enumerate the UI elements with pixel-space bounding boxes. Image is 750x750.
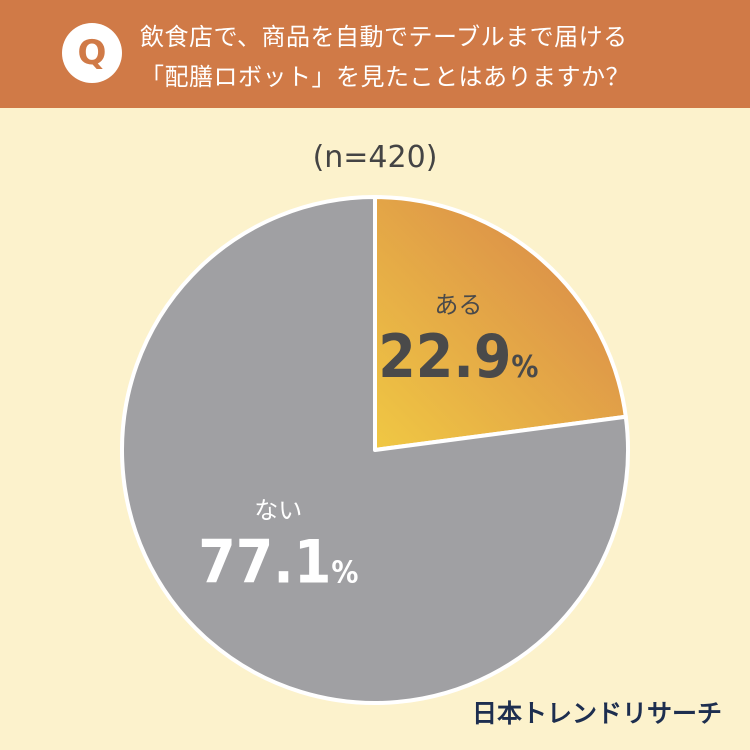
pie-slice-aru (373, 195, 628, 452)
brand-logo: 日本トレンドリサーチ (471, 699, 722, 728)
label-aru: ある (434, 291, 482, 319)
question-header: Q 飲食店で、商品を自動でテーブルまで届ける 「配膳ロボット」を見たことはありま… (0, 0, 750, 108)
value-aru: 22.9% (378, 322, 538, 392)
question-line-2: 「配膳ロボット」を見たことはありますか？ (140, 63, 630, 91)
question-line-1: 飲食店で、商品を自動でテーブルまで届ける (140, 23, 628, 51)
sample-size-label: (n=420) (312, 140, 438, 175)
value-nai: 77.1% (198, 527, 358, 597)
label-nai: ない (254, 496, 302, 524)
q-badge: Q (62, 23, 122, 83)
pie-slice-nai (120, 195, 630, 705)
question-text: 飲食店で、商品を自動でテーブルまで届ける 「配膳ロボット」を見たことはありますか… (140, 17, 720, 97)
